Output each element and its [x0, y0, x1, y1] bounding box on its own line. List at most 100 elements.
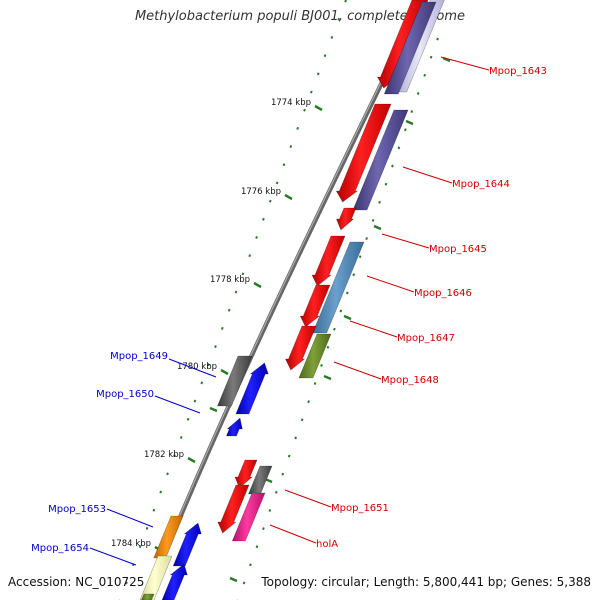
gene-mpop-1648b-shape — [298, 333, 332, 379]
guide-dot — [303, 108, 306, 112]
gene-label-right: Mpop_1647 — [397, 333, 455, 344]
scale-tick-label: 1780 kbp — [177, 362, 217, 372]
guide-dot — [294, 436, 298, 440]
scale-tick — [323, 374, 332, 381]
guide-dot — [145, 526, 149, 530]
guide-dot — [436, 37, 439, 41]
callout-line — [284, 489, 332, 508]
guide-dot — [345, 291, 349, 295]
scale-tick-label: 1782 kbp — [144, 450, 184, 460]
guide-dot — [391, 164, 394, 168]
gene-label-left: Mpop_1649 — [110, 351, 168, 362]
guide-dot — [249, 563, 252, 567]
scale-tick — [284, 193, 293, 201]
scale-tick-label: 1776 kbp — [241, 187, 281, 197]
guide-dot — [371, 218, 375, 222]
scale-tick — [187, 456, 196, 464]
guide-dot — [275, 181, 279, 185]
guide-dot — [287, 454, 291, 458]
guide-dot — [255, 545, 259, 549]
guide-dot — [344, 0, 347, 3]
guide-dot — [173, 454, 176, 458]
guide-dot — [241, 272, 245, 276]
guide-dot — [323, 54, 327, 58]
guide-dot — [220, 326, 224, 330]
callout-line — [333, 361, 382, 380]
scale-ticks: 1774 kbp 1776 kbp 1778 kbp 1780 kbp 1782 kbp… — [111, 56, 451, 583]
callout-line — [106, 508, 154, 528]
guide-dot — [207, 363, 210, 367]
gene-mpop-1654b-shape — [161, 563, 188, 600]
guide-dot — [186, 417, 190, 421]
guide-dot — [337, 17, 341, 21]
scale-tick — [209, 406, 218, 413]
guide-dot — [300, 418, 304, 422]
guide-dot — [234, 290, 238, 294]
guide-dot — [193, 399, 197, 403]
scale-tick — [220, 368, 229, 376]
guide-dot — [262, 527, 265, 531]
guide-dot — [179, 436, 183, 439]
guide-dot — [200, 381, 204, 385]
scale-tick-label: 1774 kbp — [271, 98, 311, 108]
guide-dot — [333, 327, 336, 331]
guide-dot — [281, 472, 285, 476]
guide-dot — [138, 545, 142, 548]
guide-dot — [159, 490, 163, 494]
gene-mpop-1653b-shape — [172, 522, 202, 567]
callout-line — [154, 395, 201, 414]
scale-tick-label: 1778 kbp — [210, 275, 250, 285]
label-callouts — [89, 56, 490, 566]
gene-mpop-1649-shape — [217, 355, 253, 407]
gene-label-right: Mpop_1643 — [489, 66, 547, 77]
guide-dot — [268, 199, 272, 203]
guide-dot — [326, 345, 330, 349]
guide-dot — [365, 237, 368, 240]
guide-dot — [358, 255, 362, 259]
gene-mpop-1651-shape — [234, 459, 258, 489]
gene-mpop-1649b-shape — [235, 362, 269, 415]
gene-mpop-1644b-shape — [383, 1, 437, 95]
gene-label-right: Mpop_1648 — [381, 375, 439, 386]
guide-dot — [410, 110, 414, 114]
gene-hola-b-shape — [231, 492, 266, 542]
callout-line — [366, 275, 415, 293]
gene-label-right: Mpop_1651 — [331, 503, 389, 514]
guide-dot — [307, 400, 310, 404]
guide-dot — [274, 490, 278, 494]
map-title: Methylobacterium populi BJ001, complete … — [134, 9, 466, 24]
gene-track — [139, 0, 445, 600]
scale-tick — [343, 314, 352, 321]
gene-mpop-1650-shape — [225, 417, 243, 437]
gene-mpop-1647-shape — [312, 241, 365, 334]
scale-tick — [229, 576, 238, 583]
guide-dot — [339, 309, 343, 313]
guide-dot — [125, 581, 128, 585]
accession-text: Accession: NC_010725 — [8, 575, 145, 589]
gene-mpop-1644-shape — [335, 103, 392, 203]
guide-dot — [423, 73, 427, 77]
scale-tick — [373, 224, 382, 231]
callout-line — [381, 233, 430, 249]
guide-dot — [352, 273, 356, 277]
guide-dot — [384, 182, 388, 186]
gene-label-left: Mpop_1653 — [48, 504, 106, 515]
gene-label-right: Mpop_1646 — [414, 288, 472, 299]
dotted-guides — [118, 0, 439, 600]
guide-dot — [152, 508, 156, 512]
guide-dot — [320, 363, 323, 367]
scale-tick — [442, 56, 451, 63]
guide-dot — [262, 217, 265, 221]
gene-mpop-1653-shape — [153, 515, 184, 559]
scale-tick — [253, 281, 262, 289]
gene-mpop-1646-shape — [311, 235, 346, 287]
gene-mpop-1655-shape — [141, 593, 155, 600]
guide-dot — [242, 581, 246, 585]
guide-dot — [248, 254, 252, 258]
gene-labels: Mpop_1643 Mpop_1644 Mpop_1645 Mpop_1646 Mpop… — [31, 66, 547, 554]
guide-dot — [404, 128, 407, 132]
gene-label-left: Mpop_1654 — [31, 543, 89, 554]
gene-label-right: Mpop_1644 — [452, 179, 510, 190]
callout-line — [89, 547, 137, 566]
guide-dot — [166, 472, 169, 476]
